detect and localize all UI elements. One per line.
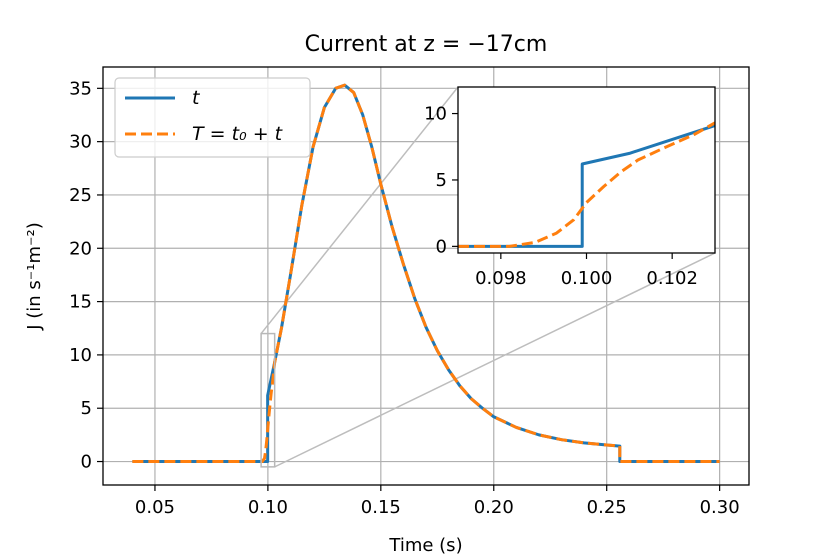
- inset-series-group: [458, 121, 715, 248]
- legend-box: [114, 77, 311, 158]
- x-axis-title: Time (s): [388, 535, 462, 554]
- zoom-connector-upper: [260, 86, 459, 335]
- y-tick-label: 30: [69, 132, 92, 153]
- legend: t T = t₀ + t: [114, 77, 311, 158]
- chart-title: Current at z = −17cm: [305, 32, 548, 57]
- inset-frame: [457, 86, 716, 254]
- x-tick-label: 0.10: [248, 497, 288, 518]
- inset-x-tick-label: 0.098: [475, 268, 527, 289]
- x-tick-label: 0.05: [135, 497, 175, 518]
- inset-series-T: [458, 121, 715, 248]
- zoom-connector-lines: [260, 86, 716, 468]
- inset-x-tick-label: 0.102: [646, 268, 698, 289]
- x-tick-label: 0.25: [587, 497, 627, 518]
- y-tick-label: 35: [69, 78, 92, 99]
- inset-y-tick-label: 10: [424, 104, 447, 125]
- legend-label-t: t: [192, 87, 201, 109]
- inset-axis-ticks: 0.098 0.100 0.102 0 5 10: [424, 104, 698, 289]
- y-tick-label: 15: [69, 292, 92, 313]
- main-axis-ticks: 0.05 0.10 0.15 0.20 0.25 0.30 0 5 10 15 20 25 30 35: [69, 78, 740, 518]
- inset-series-t: [458, 124, 715, 248]
- main-series-T: [132, 83, 720, 464]
- x-tick-label: 0.20: [474, 497, 514, 518]
- y-tick-label: 20: [69, 238, 92, 259]
- x-tick-label: 0.30: [700, 497, 740, 518]
- y-tick-label: 0: [81, 452, 92, 473]
- inset-y-tick-label: 0: [436, 236, 447, 257]
- y-tick-label: 10: [69, 345, 92, 366]
- x-tick-label: 0.15: [361, 497, 401, 518]
- inset-background: [458, 87, 715, 253]
- legend-label-T: T = t₀ + t: [192, 123, 284, 145]
- y-axis-title: J (in s⁻¹m⁻²): [24, 222, 45, 331]
- y-tick-label: 25: [69, 185, 92, 206]
- y-tick-label: 5: [81, 398, 92, 419]
- inset-y-tick-label: 5: [436, 170, 447, 191]
- main-plot-frame: [102, 66, 750, 486]
- zoom-region-box: [260, 332, 276, 468]
- inset-x-tick-label: 0.100: [561, 268, 613, 289]
- zoom-connector-lower: [274, 252, 716, 468]
- main-series-group: [132, 83, 720, 464]
- inset-plot: 0.098 0.100 0.102 0 5 10: [424, 86, 716, 289]
